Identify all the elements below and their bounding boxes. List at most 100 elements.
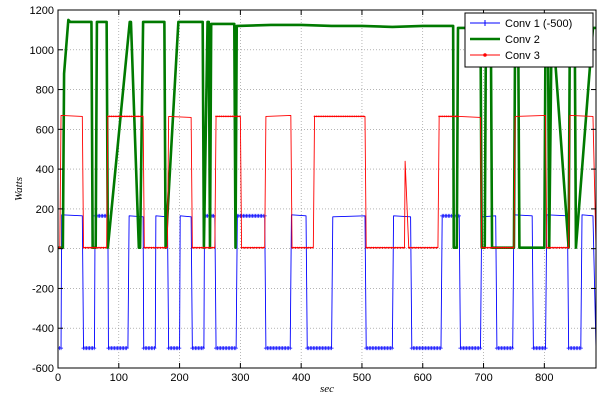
data-point <box>84 246 87 249</box>
data-point <box>213 246 216 249</box>
data-point <box>452 115 455 118</box>
x-tick-label: 300 <box>231 372 249 384</box>
data-point <box>493 246 496 249</box>
data-point <box>489 246 492 249</box>
data-point <box>567 246 570 249</box>
data-point <box>331 115 334 118</box>
data-point <box>253 246 256 249</box>
data-point <box>59 346 64 351</box>
data-point <box>495 246 498 249</box>
data-point <box>154 246 157 249</box>
data-point <box>235 115 238 118</box>
data-point <box>222 115 225 118</box>
data-point <box>117 115 120 118</box>
data-point <box>510 346 515 351</box>
data-point <box>365 246 368 249</box>
data-point <box>300 246 303 249</box>
legend-label: Conv 3 <box>505 50 540 62</box>
data-point <box>417 246 420 249</box>
y-tick-label: -200 <box>32 283 54 295</box>
data-point <box>378 246 380 249</box>
data-point <box>342 115 345 118</box>
data-point <box>488 246 490 249</box>
data-point <box>376 246 379 249</box>
data-point <box>328 115 331 118</box>
data-point <box>554 246 557 249</box>
data-point <box>387 246 389 249</box>
data-point <box>449 115 452 118</box>
data-point <box>237 115 239 118</box>
plot-area <box>58 10 596 368</box>
data-point <box>147 246 149 249</box>
data-point <box>294 246 297 249</box>
legend: Conv 1 (-500) Conv 2 Conv 3 <box>464 12 594 68</box>
data-point <box>413 246 416 249</box>
data-point <box>89 246 92 249</box>
data-point <box>99 246 101 249</box>
y-tick-label: 800 <box>36 85 54 97</box>
plot-frame <box>57 9 597 369</box>
data-point <box>426 246 429 249</box>
data-point <box>215 115 217 118</box>
data-point <box>317 115 320 118</box>
data-point <box>255 246 258 249</box>
data-point <box>216 115 219 118</box>
data-point <box>311 246 314 249</box>
data-point <box>313 115 316 118</box>
series-layer <box>58 18 596 351</box>
data-point <box>324 115 327 118</box>
data-point <box>244 246 247 249</box>
data-point <box>441 115 444 118</box>
data-point <box>326 115 329 118</box>
series-conv-2 <box>58 18 596 249</box>
data-point <box>355 115 358 118</box>
data-point <box>92 346 97 351</box>
data-point <box>565 246 568 249</box>
data-point <box>114 115 117 118</box>
data-point <box>226 115 228 118</box>
data-point <box>401 246 404 249</box>
data-point <box>191 246 194 249</box>
data-point <box>132 115 135 118</box>
data-point <box>504 246 507 249</box>
series-conv-3 <box>58 114 596 249</box>
x-axis-title: sec <box>320 383 334 395</box>
data-point <box>435 246 438 249</box>
x-tick-label: 400 <box>292 372 310 384</box>
data-point <box>86 246 89 249</box>
data-point <box>121 115 124 118</box>
data-point <box>350 115 352 118</box>
data-point <box>204 246 207 249</box>
data-point <box>322 115 325 118</box>
data-point <box>177 346 182 351</box>
data-point <box>116 115 118 118</box>
data-point <box>509 246 512 249</box>
data-point <box>148 246 151 249</box>
data-point <box>303 246 306 249</box>
data-point <box>506 246 509 249</box>
data-point <box>220 115 223 118</box>
data-point <box>438 115 441 118</box>
data-point <box>320 115 323 118</box>
legend-label: Conv 1 (-500) <box>505 18 572 30</box>
data-point <box>329 346 334 351</box>
data-point <box>104 246 107 249</box>
data-point <box>207 246 210 249</box>
data-point <box>249 246 252 249</box>
data-point <box>125 115 127 118</box>
data-point <box>440 115 442 118</box>
data-point <box>379 246 382 249</box>
data-point <box>457 115 459 118</box>
data-point <box>91 246 94 249</box>
data-point <box>353 115 356 118</box>
data-point <box>497 246 500 249</box>
data-point <box>257 246 259 249</box>
data-point <box>383 246 386 249</box>
data-point <box>551 246 554 249</box>
data-point <box>394 246 397 249</box>
data-point <box>240 246 243 249</box>
data-point <box>309 246 312 249</box>
x-tick-label: 700 <box>474 372 492 384</box>
data-point <box>432 246 434 249</box>
data-point <box>564 246 566 249</box>
